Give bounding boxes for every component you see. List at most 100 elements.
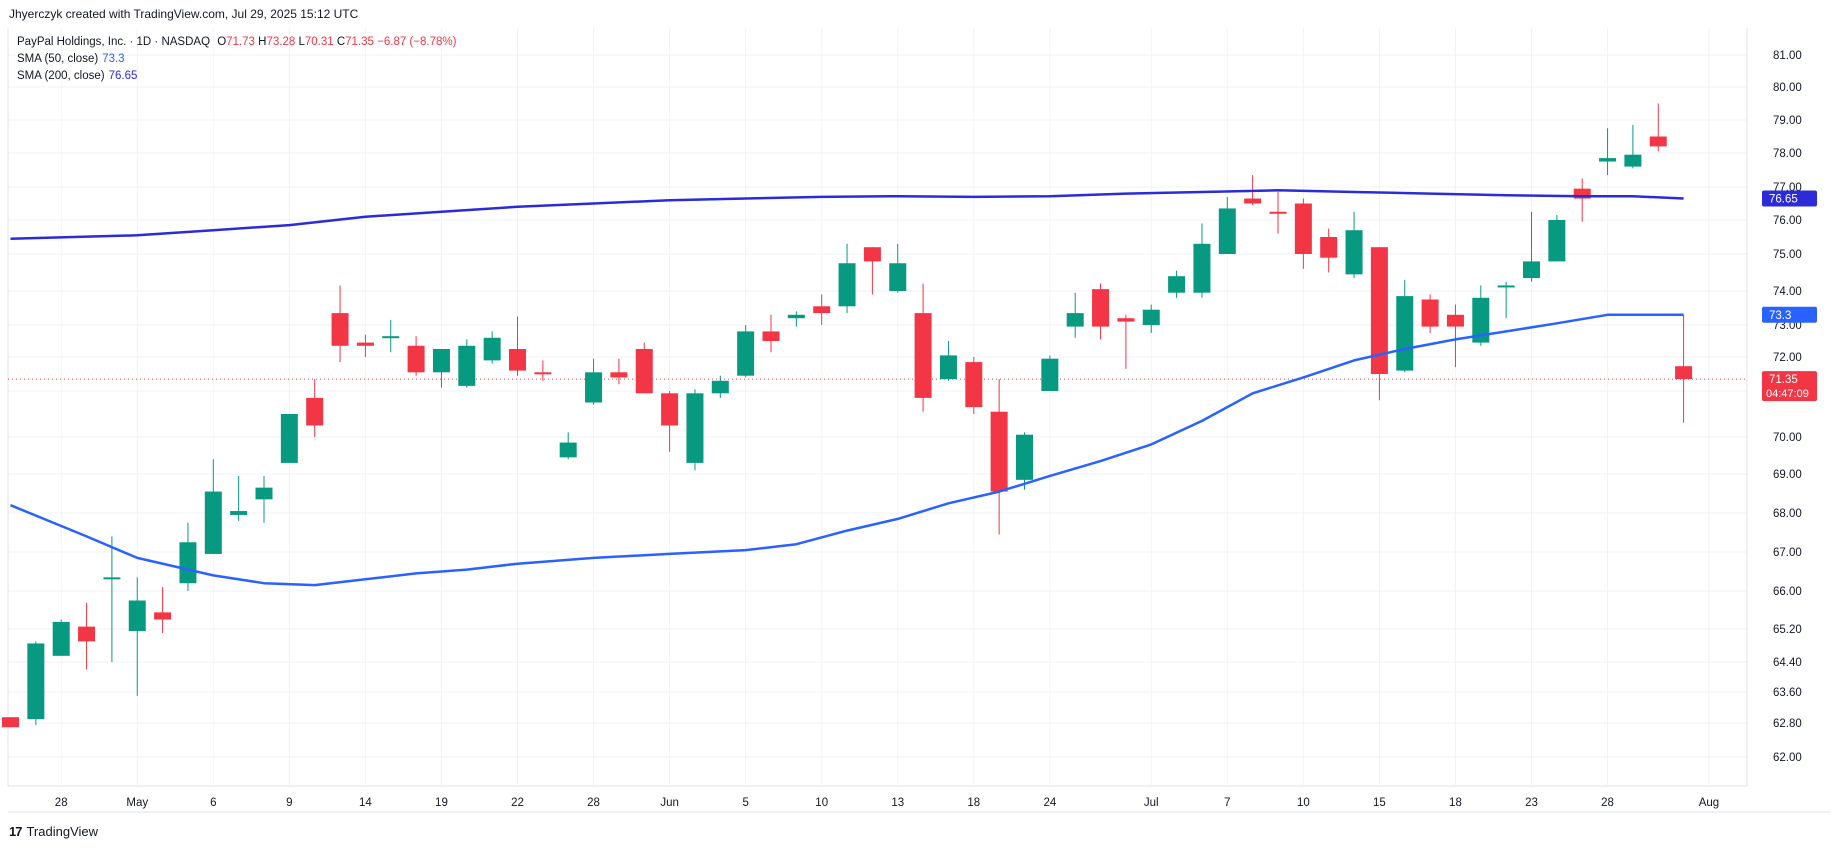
candle-body — [1370, 247, 1388, 374]
x-tick-label: 18 — [967, 797, 980, 809]
x-tick-label: Jul — [1144, 797, 1159, 809]
legend-ohlc-row[interactable]: PayPal Holdings, Inc. · 1D · NASDAQ O71.… — [17, 34, 456, 51]
candle-body — [1523, 261, 1540, 279]
legend-close-label: C — [336, 36, 346, 48]
candle-body — [838, 263, 856, 307]
x-tick-label: 9 — [286, 797, 292, 809]
candle-body — [509, 349, 526, 371]
candle-body — [331, 313, 349, 346]
y-tick-label: 68.00 — [1773, 508, 1802, 520]
chart-legend: PayPal Holdings, Inc. · 1D · NASDAQ O71.… — [17, 34, 456, 85]
x-tick-label: 14 — [359, 797, 372, 809]
sma-line — [10, 189, 1684, 240]
x-tick-label: 7 — [1224, 797, 1230, 809]
candle-body — [356, 342, 374, 346]
candle-body — [2, 717, 19, 728]
y-tick-label: 80.00 — [1773, 82, 1802, 94]
legend-high-label: H — [258, 36, 267, 48]
legend-symbol: PayPal Holdings, Inc. · 1D · NASDAQ — [17, 36, 211, 48]
candle-body — [432, 349, 450, 373]
legend-sma50-label: SMA (50, close) — [17, 53, 99, 65]
y-tick-label: 78.00 — [1773, 148, 1802, 160]
candle-body — [1421, 299, 1439, 327]
y-tick-label: 72.00 — [1773, 352, 1802, 364]
candle-body — [1193, 243, 1211, 293]
candle-body — [1168, 276, 1186, 293]
candle-body — [1624, 154, 1642, 167]
legend-sma50-row[interactable]: SMA (50, close) 73.3 — [17, 51, 456, 68]
x-tick-label: 28 — [55, 797, 68, 809]
candle-body — [914, 313, 932, 398]
candle-body — [1472, 297, 1490, 343]
y-tick-label: 62.00 — [1773, 752, 1802, 764]
candle-body — [204, 491, 222, 554]
candle-body — [1218, 208, 1236, 254]
candle-body — [787, 314, 805, 319]
x-tick-label: 10 — [1297, 797, 1310, 809]
last-price-label-box — [1762, 371, 1817, 402]
candle-body — [1396, 296, 1414, 371]
candle-body — [762, 331, 780, 341]
tradingview-logo[interactable]: 17 TradingView — [9, 824, 98, 839]
candle-body — [889, 263, 907, 291]
candle-body — [1016, 434, 1033, 480]
candle-body — [965, 362, 983, 408]
candle-body — [1066, 313, 1084, 327]
candle-body — [1244, 198, 1262, 204]
y-tick-label: 76.00 — [1773, 215, 1802, 227]
candle-body — [27, 643, 45, 720]
candle-body — [863, 247, 881, 262]
x-tick-label: 5 — [742, 797, 748, 809]
y-tick-label: 64.40 — [1773, 657, 1802, 669]
sma200-price-label: 76.65 — [1769, 194, 1798, 206]
candle-body — [1573, 188, 1591, 199]
candle-body — [939, 355, 957, 380]
candle-body — [1142, 309, 1160, 325]
candle-body — [382, 336, 400, 339]
candle-body — [1446, 314, 1464, 327]
candle-body — [990, 411, 1008, 492]
candle-body — [1117, 318, 1135, 322]
x-tick-label: 28 — [587, 797, 600, 809]
candle-body — [711, 380, 729, 394]
candle-body — [407, 345, 425, 373]
y-tick-label: 70.00 — [1773, 432, 1802, 444]
candle-body — [635, 349, 653, 394]
legend-sma200-label: SMA (200, close) — [17, 70, 105, 82]
x-tick-label: 15 — [1373, 797, 1386, 809]
candle-body — [737, 331, 755, 376]
y-tick-label: 81.00 — [1773, 50, 1802, 62]
candle-body — [1599, 158, 1617, 162]
sma50-price-label-box — [1762, 306, 1817, 323]
countdown-label: 04:47:09 — [1766, 388, 1809, 400]
candle-body — [1345, 230, 1363, 275]
legend-sma200-value: 76.65 — [108, 70, 138, 82]
legend-open-value: 71.73 — [226, 36, 255, 48]
candle-body — [1294, 203, 1312, 254]
sma-line — [10, 313, 1684, 587]
x-tick-label: Aug — [1699, 797, 1719, 809]
candle-body — [1675, 366, 1693, 380]
candle-body — [1092, 289, 1110, 327]
legend-sma50-value: 73.3 — [102, 53, 125, 65]
y-tick-label: 74.00 — [1773, 286, 1802, 298]
y-tick-label: 66.00 — [1773, 586, 1802, 598]
x-tick-label: 18 — [1449, 797, 1462, 809]
candle-body — [128, 600, 146, 632]
legend-high-value: 73.28 — [266, 36, 296, 48]
x-tick-label: 24 — [1043, 797, 1056, 809]
candle-body — [1320, 237, 1338, 258]
sma200-price-label-box — [1762, 190, 1817, 207]
y-tick-label: 67.00 — [1773, 547, 1802, 559]
legend-low-value: 70.31 — [304, 36, 334, 48]
x-tick-label: May — [126, 797, 148, 809]
x-tick-label: Jun — [660, 797, 679, 809]
candle-body — [179, 542, 197, 584]
legend-sma200-row[interactable]: SMA (200, close) 76.65 — [17, 68, 456, 85]
y-tick-label: 63.60 — [1773, 687, 1802, 699]
legend-low-label: L — [298, 36, 305, 48]
y-tick-label: 65.20 — [1773, 624, 1802, 636]
candle-body — [154, 612, 172, 620]
candle-body — [813, 306, 831, 314]
